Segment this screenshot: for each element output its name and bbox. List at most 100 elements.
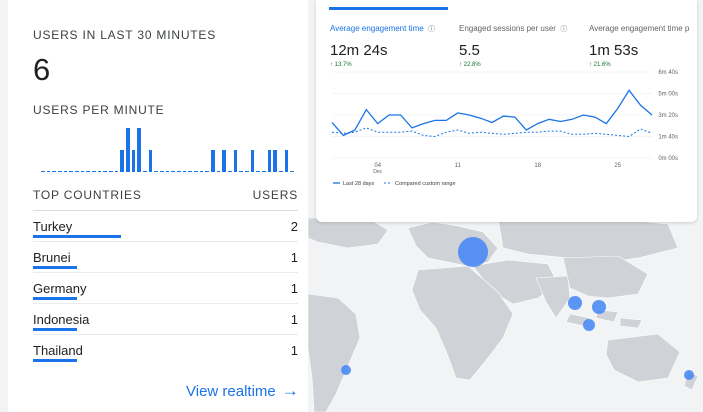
users-per-minute-bar xyxy=(222,149,226,172)
users-per-minute-bar xyxy=(262,171,266,172)
metric-label: Engaged sessions per user xyxy=(459,24,556,33)
country-row[interactable]: Brunei 1 xyxy=(33,242,298,273)
users-per-minute-bar xyxy=(194,171,198,172)
metric-avg-engagement-time-per-session[interactable]: Average engagement time p 1m 53s ↑ 21.6% xyxy=(589,18,689,68)
users-per-minute-bar xyxy=(267,149,272,172)
metric-label: Average engagement time xyxy=(330,24,424,33)
country-share-bar xyxy=(33,266,77,269)
users-per-minute-bar xyxy=(171,171,175,172)
realtime-card: USERS IN LAST 30 MINUTES 6 USERS PER MIN… xyxy=(8,0,308,412)
selected-metric-indicator xyxy=(329,7,448,10)
metric-change: ↑ 13.7% xyxy=(330,62,352,68)
users-per-minute-bar xyxy=(154,171,158,172)
metric-change: ↑ 22.8% xyxy=(459,62,481,68)
view-realtime-label: View realtime xyxy=(186,383,276,400)
users-per-minute-bar xyxy=(63,171,68,172)
users-per-minute-bar xyxy=(58,171,62,172)
x-tick-sublabel: Dec xyxy=(373,169,382,175)
users-per-minute-bar xyxy=(177,171,181,172)
country-share-bar xyxy=(33,359,77,362)
users-per-minute-bar xyxy=(211,149,215,172)
country-name: Brunei xyxy=(33,250,71,265)
help-circle-icon[interactable]: ⓘ xyxy=(560,26,568,33)
metric-value: 1m 53s xyxy=(589,42,639,59)
metric-label: Average engagement time p xyxy=(589,24,690,33)
country-row[interactable]: Thailand 1 xyxy=(33,335,298,365)
map-bubble-south-america xyxy=(341,365,351,375)
users-per-minute-bar xyxy=(86,171,90,172)
country-users: 2 xyxy=(290,219,298,234)
map-bubble-indonesia xyxy=(583,319,595,331)
users-per-minute-bar xyxy=(182,171,187,172)
users-per-minute-bar xyxy=(80,171,85,172)
users-per-minute-label: USERS PER MINUTE xyxy=(33,103,165,117)
users-per-minute-bar xyxy=(143,171,147,172)
users-per-minute-bar xyxy=(279,171,283,172)
map-bubble-new-zealand xyxy=(684,370,694,380)
country-users: 1 xyxy=(290,312,298,327)
users-per-minute-bar xyxy=(52,171,56,172)
country-name: Indonesia xyxy=(33,312,90,327)
y-tick-label: 3m 20s xyxy=(658,113,678,119)
users-per-minute-bar xyxy=(131,149,136,172)
users-per-minute-bar xyxy=(239,171,243,172)
metric-engaged-sessions-per-user[interactable]: Engaged sessions per user ⓘ 5.5 ↑ 22.8% xyxy=(459,18,567,68)
legend-label-compared: Compared custom range xyxy=(395,181,456,187)
realtime-heading: USERS IN LAST 30 MINUTES xyxy=(33,28,217,42)
users-per-minute-bar xyxy=(126,127,130,172)
arrow-right-icon: → xyxy=(281,381,299,400)
users-per-minute-bar xyxy=(290,171,294,172)
users-per-minute-bar xyxy=(160,171,164,172)
engagement-card: Average engagement time ⓘ 12m 24s ↑ 13.7… xyxy=(316,0,697,222)
y-tick-label: 1m 40s xyxy=(658,135,678,141)
x-tick-label: 18 xyxy=(534,163,541,169)
legend-label-current: Last 28 days xyxy=(343,181,374,187)
country-share-bar xyxy=(33,297,77,300)
country-users: 1 xyxy=(290,281,298,296)
y-tick-label: 0m 00s xyxy=(658,156,678,162)
users-per-minute-chart xyxy=(41,124,296,172)
country-users: 1 xyxy=(290,343,298,358)
users-per-minute-bar xyxy=(41,171,45,172)
users-per-minute-bar xyxy=(284,149,289,172)
country-row[interactable]: Turkey 2 xyxy=(33,211,298,242)
users-per-minute-bar xyxy=(250,149,255,172)
users-per-minute-bar xyxy=(205,171,209,172)
top-countries-header: TOP COUNTRIES USERS xyxy=(33,188,298,211)
view-realtime-link[interactable]: View realtime → xyxy=(186,381,299,401)
country-name: Germany xyxy=(33,281,87,296)
x-tick-label: 25 xyxy=(614,163,621,169)
series-line-current xyxy=(331,89,653,137)
country-row[interactable]: Indonesia 1 xyxy=(33,304,298,335)
x-tick-label: 04 xyxy=(374,163,381,169)
users-per-minute-bar xyxy=(103,171,107,172)
users-per-minute-bar xyxy=(46,171,51,172)
map-bubble-thailand xyxy=(568,296,582,310)
country-users: 1 xyxy=(290,250,298,265)
users-per-minute-bar xyxy=(75,171,79,172)
users-per-minute-bar xyxy=(148,149,153,172)
top-countries-list: Turkey 2 Brunei 1 Germany 1 Indonesia 1 Thailand… xyxy=(33,211,298,365)
users-per-minute-bar xyxy=(165,171,170,172)
country-row[interactable]: Germany 1 xyxy=(33,273,298,304)
x-tick-label: 11 xyxy=(455,163,462,169)
help-circle-icon[interactable]: ⓘ xyxy=(428,26,436,33)
users-per-minute-bar xyxy=(273,149,277,172)
users-per-minute-bar xyxy=(97,171,102,172)
users-per-minute-bar xyxy=(245,171,249,172)
world-map[interactable] xyxy=(308,218,703,412)
users-per-minute-bar xyxy=(109,171,113,172)
country-share-bar xyxy=(33,328,77,331)
country-name: Thailand xyxy=(33,343,83,358)
users-per-minute-bar xyxy=(188,171,192,172)
country-share-bar xyxy=(33,235,121,238)
users-per-minute-bar xyxy=(69,171,73,172)
users-per-minute-bar xyxy=(233,149,238,172)
metric-value: 12m 24s xyxy=(330,42,388,59)
metric-avg-engagement-time[interactable]: Average engagement time ⓘ 12m 24s ↑ 13.7… xyxy=(330,18,435,68)
y-tick-label: 6m 40s xyxy=(658,70,678,76)
users-per-minute-bar xyxy=(114,171,119,172)
map-bubble-turkey xyxy=(458,237,488,267)
series-line-compared xyxy=(331,127,653,138)
